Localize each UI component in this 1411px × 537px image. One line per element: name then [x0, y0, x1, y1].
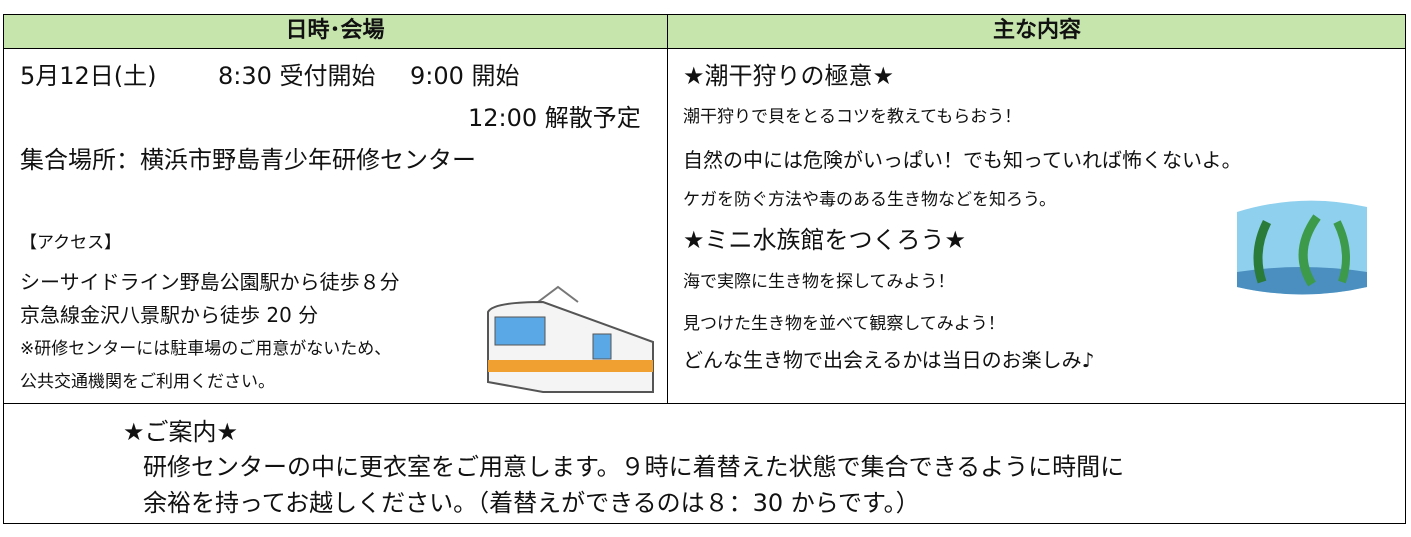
line: 自然の中には危険がいっぱい！でも知っていれば怖くないよ。: [683, 148, 1242, 172]
notice-line: 余裕を持ってお越しください。（着替えができるのは８：30 からです。）: [143, 489, 920, 517]
header-row: [3, 14, 1406, 49]
table: [3, 14, 1406, 524]
date: 5月12日(土): [20, 62, 157, 90]
meeting: 集合場所：横浜市野島青少年研修センター: [20, 146, 476, 174]
header: 日時･会場: [285, 18, 385, 43]
train-illustration: [487, 285, 654, 393]
line: 海で実際に生き物を探してみよう！: [683, 272, 955, 292]
line: 見つけた生き物を並べて観察してみよう！: [683, 314, 1005, 334]
seaweed-illustration: [1237, 200, 1367, 295]
notice-title: ★ご案内★: [123, 418, 239, 446]
access: 京急線金沢八景駅から徒歩 20 分: [20, 303, 319, 327]
divider: [667, 14, 669, 404]
header: 主な内容: [992, 18, 1081, 43]
line: 潮干狩りで貝をとるコツを教えてもらおう！: [683, 107, 1022, 127]
time: 8:30 受付開始: [218, 62, 376, 90]
section-title: ★潮干狩りの極意★: [683, 62, 895, 90]
time: 12:00 解散予定: [468, 104, 641, 132]
access-title: 【アクセス】: [20, 233, 122, 253]
divider: [3, 403, 1406, 405]
note: 公共交通機関をご利用ください。: [20, 372, 275, 392]
time: 9:00 開始: [410, 62, 520, 90]
line: どんな生き物で出会えるかは当日のお楽しみ♪: [683, 348, 1095, 372]
note: ※研修センターには駐車場のご用意がないため、: [20, 339, 392, 359]
notice-line: 研修センターの中に更衣室をご用意します。９時に着替えた状態で集合できるように時間…: [143, 453, 1125, 481]
access: シーサイドライン野島公園駅から徒歩８分: [20, 270, 400, 294]
section-title: ★ミニ水族館をつくろう★: [683, 226, 967, 254]
line: ケガを防ぐ方法や毒のある生き物などを知ろう。: [683, 190, 1056, 210]
